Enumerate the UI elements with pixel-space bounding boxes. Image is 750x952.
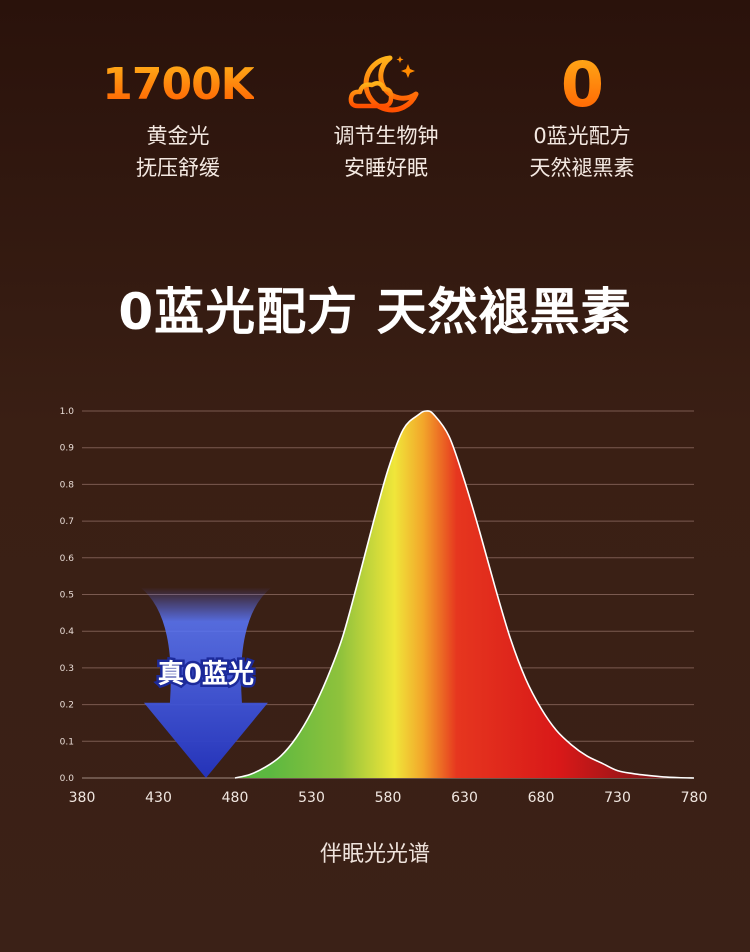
y-tick-label: 0.7 bbox=[60, 517, 74, 527]
feature-zero-blue: 0 0蓝光配方 天然褪黑素 bbox=[482, 48, 682, 184]
y-tick-label: 1.0 bbox=[60, 407, 75, 417]
x-tick-label: 730 bbox=[604, 790, 631, 806]
x-tick-label: 780 bbox=[681, 790, 708, 806]
y-tick-label: 0.3 bbox=[60, 664, 74, 674]
chart-caption: 伴眠光光谱 bbox=[319, 842, 430, 867]
feature-line: 抚压舒缓 bbox=[136, 156, 220, 180]
y-tick-label: 0.1 bbox=[60, 737, 74, 747]
y-tick-label: 0.5 bbox=[60, 591, 74, 601]
y-tick-label: 0.2 bbox=[60, 701, 74, 711]
zero-blue-label: 真0蓝光 bbox=[158, 660, 254, 690]
feature-head: 1700K bbox=[78, 48, 278, 120]
y-tick-label: 0.4 bbox=[60, 627, 75, 637]
spectrum-line bbox=[234, 410, 695, 779]
moon-cloud-icon bbox=[348, 55, 419, 113]
y-tick-label: 0.8 bbox=[60, 480, 75, 490]
feature-line: 0蓝光配方 bbox=[533, 124, 631, 148]
feature-line: 安睡好眠 bbox=[344, 156, 428, 180]
x-tick-label: 430 bbox=[145, 790, 172, 806]
x-tick-label: 530 bbox=[298, 790, 325, 806]
feature-sleep: 调节生物钟 安睡好眠 bbox=[286, 48, 486, 184]
x-tick-label: 680 bbox=[528, 790, 555, 806]
feature-row: 1700K 黄金光 抚压舒缓 调节生物钟 安睡好眠 0 bbox=[0, 48, 750, 198]
x-tick-label: 480 bbox=[222, 790, 249, 806]
feature-line: 天然褪黑素 bbox=[529, 156, 635, 180]
spectrum-chart: 真0蓝光 0.0 0.1 0.2 0.3 0.4 0.5 0.6 0.7 0.8 0.9 1.0 38… bbox=[60, 407, 708, 806]
x-tick-label: 580 bbox=[375, 790, 402, 806]
feature-head: 0 bbox=[482, 47, 682, 121]
y-tick-label: 0.0 bbox=[60, 774, 75, 784]
y-tick-label: 0.6 bbox=[60, 554, 75, 564]
feature-line: 黄金光 bbox=[146, 124, 210, 148]
spectrum-area bbox=[235, 410, 694, 778]
feature-line: 调节生物钟 bbox=[333, 124, 439, 148]
page-headline: 0蓝光配方 天然褪黑素 bbox=[118, 283, 632, 341]
color-temperature-value: 1700K bbox=[102, 58, 255, 110]
feature-color-temperature: 1700K 黄金光 抚压舒缓 bbox=[78, 48, 278, 184]
x-tick-label: 630 bbox=[451, 790, 478, 806]
y-tick-label: 0.9 bbox=[60, 444, 75, 454]
x-tick-label: 380 bbox=[69, 790, 96, 806]
blue-light-arrow-icon bbox=[139, 587, 272, 778]
feature-head bbox=[286, 48, 486, 120]
zero-value: 0 bbox=[560, 47, 604, 121]
